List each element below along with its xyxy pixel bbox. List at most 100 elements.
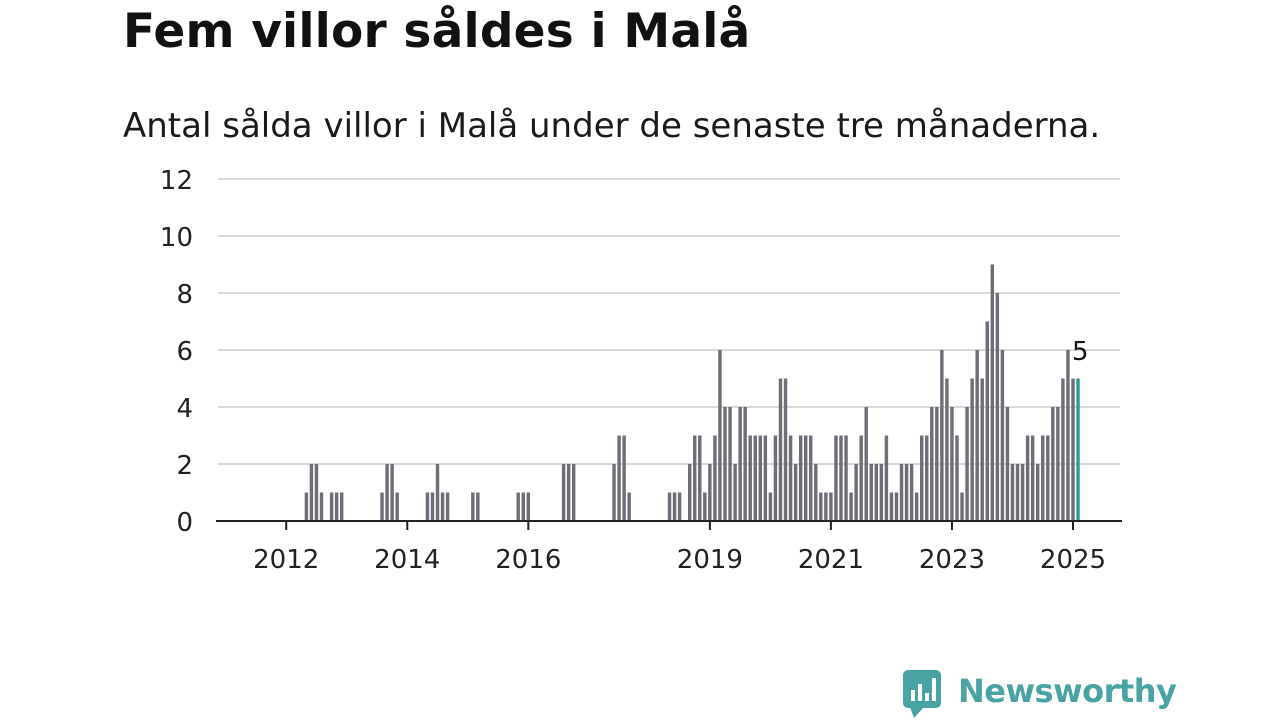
- bar: [778, 378, 783, 521]
- bar: [798, 435, 803, 521]
- bar: [894, 492, 899, 521]
- bar: [385, 464, 389, 521]
- bar: [1015, 464, 1020, 521]
- bar: [904, 464, 909, 521]
- bar: [612, 464, 616, 521]
- chart-title: Fem villor såldes i Malå: [123, 4, 751, 59]
- bar: [919, 435, 924, 521]
- bar: [763, 435, 768, 521]
- bar: [698, 435, 702, 521]
- bar: [617, 435, 621, 521]
- bar: [950, 407, 954, 521]
- bar: [445, 492, 450, 521]
- bar: [819, 492, 823, 521]
- bar: [703, 492, 707, 521]
- x-tick-label: 2023: [919, 545, 985, 575]
- bar: [390, 464, 394, 521]
- bar: [708, 464, 712, 521]
- bar: [1041, 435, 1045, 521]
- bar: [945, 378, 949, 521]
- bar: [1056, 407, 1060, 521]
- bar: [1046, 435, 1050, 521]
- bar: [677, 492, 682, 521]
- bar: [329, 492, 334, 521]
- bar: [869, 464, 873, 521]
- bar: [1010, 464, 1015, 521]
- y-tick-label: 2: [176, 451, 193, 481]
- bar: [1035, 464, 1040, 521]
- bar: [930, 407, 934, 521]
- bar: [834, 435, 838, 521]
- bar: [788, 435, 793, 521]
- bar: [940, 350, 944, 521]
- bar: [980, 378, 984, 521]
- bar: [824, 492, 828, 521]
- bar: [687, 464, 692, 521]
- bar: [748, 435, 752, 521]
- bar: [803, 435, 808, 521]
- bar: [889, 492, 894, 521]
- bar: [728, 407, 732, 521]
- bar: [1005, 407, 1010, 521]
- bar: [960, 492, 964, 521]
- bar: [733, 464, 737, 521]
- y-tick-label: 12: [160, 166, 193, 196]
- bar: [622, 435, 626, 521]
- bar: [667, 492, 672, 521]
- bar: [839, 435, 843, 521]
- bar: [339, 492, 344, 521]
- bar: [693, 435, 697, 521]
- axes: [216, 520, 1122, 530]
- bar: [309, 464, 314, 521]
- bars: [304, 264, 1080, 521]
- bar: [773, 435, 778, 521]
- bar: [925, 435, 929, 521]
- bar: [713, 435, 717, 521]
- y-tick-label: 4: [176, 394, 193, 424]
- x-tick-label: 2016: [495, 545, 561, 575]
- bar: [965, 407, 969, 521]
- highlight-value-label: 5: [1072, 337, 1089, 367]
- bar: [783, 378, 788, 521]
- bar: [899, 464, 904, 521]
- y-tick-label: 10: [160, 223, 193, 253]
- bar: [955, 435, 959, 521]
- chart-subtitle: Antal sålda villor i Malå under de senas…: [123, 106, 1101, 146]
- bar: [723, 407, 727, 521]
- bar: [1030, 435, 1035, 521]
- bar: [1051, 407, 1055, 521]
- bar: [758, 435, 763, 521]
- bar: [566, 464, 571, 521]
- bar: [995, 293, 1000, 521]
- bar: [975, 350, 979, 521]
- newsworthy-brand[interactable]: Newsworthy: [902, 668, 1177, 720]
- bar: [1061, 378, 1065, 521]
- bar: [1025, 435, 1030, 521]
- bar: [793, 464, 798, 521]
- newsworthy-logo-icon: [903, 670, 941, 718]
- bar: [985, 321, 989, 521]
- x-tick-label: 2025: [1040, 545, 1106, 575]
- bar: [990, 264, 995, 521]
- bar: [430, 492, 435, 521]
- bar: [334, 492, 339, 521]
- bar: [859, 435, 863, 521]
- bar: [526, 492, 531, 521]
- bar: [1020, 464, 1025, 521]
- bar: [909, 464, 914, 521]
- brand-name: Newsworthy: [958, 672, 1177, 710]
- bar: [814, 464, 818, 521]
- bar: [304, 492, 309, 521]
- bar: [879, 464, 884, 521]
- bar: [395, 492, 399, 521]
- bar: [743, 407, 747, 521]
- bar: [571, 464, 576, 521]
- bar: [319, 492, 324, 521]
- bar: [380, 492, 384, 521]
- bar: [516, 492, 520, 521]
- bar: [1071, 378, 1075, 521]
- y-tick-label: 6: [176, 337, 193, 367]
- bar: [854, 464, 858, 521]
- bar: [435, 464, 440, 521]
